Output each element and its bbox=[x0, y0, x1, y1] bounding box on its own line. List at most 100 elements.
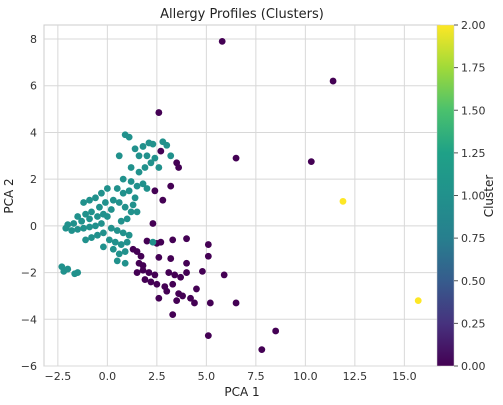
data-point-cluster-1 bbox=[101, 199, 109, 206]
data-point-cluster-0 bbox=[137, 252, 145, 260]
data-point-cluster-1 bbox=[88, 234, 95, 241]
data-point-cluster-0 bbox=[155, 109, 163, 116]
data-point-cluster-1 bbox=[127, 164, 135, 171]
colorbar-gradient bbox=[436, 24, 455, 367]
data-point-cluster-1 bbox=[113, 185, 121, 192]
data-point-cluster-1 bbox=[139, 180, 147, 188]
colorbar-tick-label: 0.75 bbox=[461, 232, 486, 245]
x-tick-label: 5.0 bbox=[198, 370, 216, 383]
colorbar-label: Cluster bbox=[482, 175, 496, 218]
data-point-cluster-1 bbox=[147, 159, 155, 167]
data-point-cluster-0 bbox=[143, 237, 151, 245]
data-point-cluster-1 bbox=[74, 225, 82, 233]
y-tick-label: 2 bbox=[30, 173, 37, 186]
data-point-cluster-1 bbox=[117, 217, 125, 225]
data-point-cluster-0 bbox=[199, 268, 206, 275]
data-point-cluster-1 bbox=[151, 154, 159, 162]
data-point-cluster-1 bbox=[86, 223, 93, 231]
data-point-cluster-1 bbox=[129, 201, 137, 209]
data-point-cluster-0 bbox=[145, 269, 153, 276]
data-point-cluster-1 bbox=[98, 189, 105, 197]
data-point-cluster-1 bbox=[82, 236, 89, 244]
x-axis-ticks: −2.5 0.0 2.5 5.0 7.5 10.0 12.5 15.0 bbox=[45, 370, 417, 383]
data-point-cluster-1 bbox=[121, 259, 129, 267]
data-point-cluster-1 bbox=[163, 141, 171, 149]
data-point-cluster-0 bbox=[157, 238, 165, 246]
data-point-cluster-0 bbox=[169, 311, 177, 319]
data-point-cluster-1 bbox=[113, 227, 121, 234]
data-point-cluster-1 bbox=[62, 224, 70, 232]
data-point-cluster-1 bbox=[121, 248, 129, 255]
data-point-cluster-1 bbox=[131, 194, 139, 202]
data-point-cluster-1 bbox=[68, 227, 76, 234]
y-tick-label: −6 bbox=[21, 360, 37, 373]
data-point-cluster-1 bbox=[133, 182, 141, 190]
gridlines bbox=[44, 25, 440, 367]
data-point-cluster-0 bbox=[175, 164, 183, 171]
data-point-cluster-0 bbox=[329, 77, 337, 85]
data-point-cluster-0 bbox=[232, 154, 240, 162]
data-point-cluster-1 bbox=[107, 224, 115, 232]
data-point-cluster-0 bbox=[149, 220, 157, 227]
data-point-cluster-0 bbox=[165, 269, 173, 276]
data-point-cluster-1 bbox=[127, 178, 135, 185]
data-point-cluster-1 bbox=[123, 238, 131, 246]
data-point-cluster-0 bbox=[183, 259, 190, 267]
data-point-cluster-1 bbox=[100, 229, 107, 237]
data-point-cluster-1 bbox=[139, 143, 147, 150]
data-point-cluster-0 bbox=[220, 271, 228, 279]
data-point-cluster-1 bbox=[135, 152, 143, 160]
data-point-cluster-1 bbox=[103, 185, 111, 192]
data-point-cluster-0 bbox=[204, 241, 212, 248]
data-point-cluster-0 bbox=[169, 280, 177, 288]
data-point-cluster-0 bbox=[177, 273, 185, 281]
data-point-cluster-0 bbox=[157, 147, 165, 155]
data-point-cluster-1 bbox=[78, 217, 86, 225]
data-point-cluster-1 bbox=[92, 222, 99, 230]
plot-frame bbox=[43, 24, 441, 367]
data-point-cluster-1 bbox=[109, 245, 117, 253]
colorbar-tick-label: 0.00 bbox=[461, 360, 486, 373]
x-tick-label: 12.5 bbox=[343, 370, 368, 383]
data-point-cluster-0 bbox=[133, 269, 141, 276]
x-tick-label: 2.5 bbox=[148, 370, 166, 383]
data-point-cluster-1 bbox=[88, 208, 95, 216]
data-point-cluster-1 bbox=[98, 220, 105, 227]
data-point-cluster-1 bbox=[71, 270, 79, 278]
data-point-cluster-0 bbox=[183, 269, 190, 276]
data-point-cluster-1 bbox=[131, 145, 139, 153]
y-tick-label: 8 bbox=[30, 33, 37, 46]
y-axis-ticks: −6 −4 −2 0 2 4 6 8 bbox=[21, 33, 37, 373]
data-point-cluster-0 bbox=[139, 262, 147, 269]
data-point-cluster-1 bbox=[155, 164, 163, 171]
x-axis-label: PCA 1 bbox=[224, 385, 259, 399]
data-point-cluster-0 bbox=[218, 37, 226, 45]
x-tick-label: 0.0 bbox=[99, 370, 117, 383]
data-point-cluster-0 bbox=[204, 332, 212, 340]
data-point-cluster-1 bbox=[100, 243, 107, 251]
data-point-cluster-0 bbox=[163, 287, 171, 295]
data-point-cluster-1 bbox=[64, 265, 72, 273]
data-point-cluster-0 bbox=[155, 253, 163, 261]
data-point-cluster-0 bbox=[272, 327, 280, 335]
data-point-cluster-2 bbox=[339, 197, 347, 205]
colorbar-tick-label: 1.75 bbox=[461, 62, 486, 75]
data-point-cluster-1 bbox=[82, 210, 89, 218]
data-point-cluster-0 bbox=[151, 187, 159, 195]
y-tick-label: 6 bbox=[30, 80, 37, 93]
data-point-cluster-1 bbox=[113, 257, 121, 265]
colorbar-tick-label: 1.50 bbox=[461, 104, 486, 117]
data-point-cluster-0 bbox=[193, 285, 200, 293]
data-point-cluster-0 bbox=[153, 280, 161, 288]
data-point-cluster-1 bbox=[119, 175, 127, 183]
data-point-cluster-1 bbox=[143, 152, 151, 160]
data-point-cluster-0 bbox=[179, 292, 187, 300]
data-point-cluster-1 bbox=[121, 203, 129, 211]
data-point-cluster-1 bbox=[94, 231, 101, 239]
data-point-cluster-1 bbox=[119, 189, 127, 197]
x-tick-label: 10.0 bbox=[293, 370, 318, 383]
data-point-cluster-1 bbox=[115, 199, 123, 206]
data-point-cluster-0 bbox=[167, 182, 175, 190]
colorbar-tick-label: 1.00 bbox=[461, 190, 486, 203]
data-point-cluster-0 bbox=[206, 299, 214, 307]
